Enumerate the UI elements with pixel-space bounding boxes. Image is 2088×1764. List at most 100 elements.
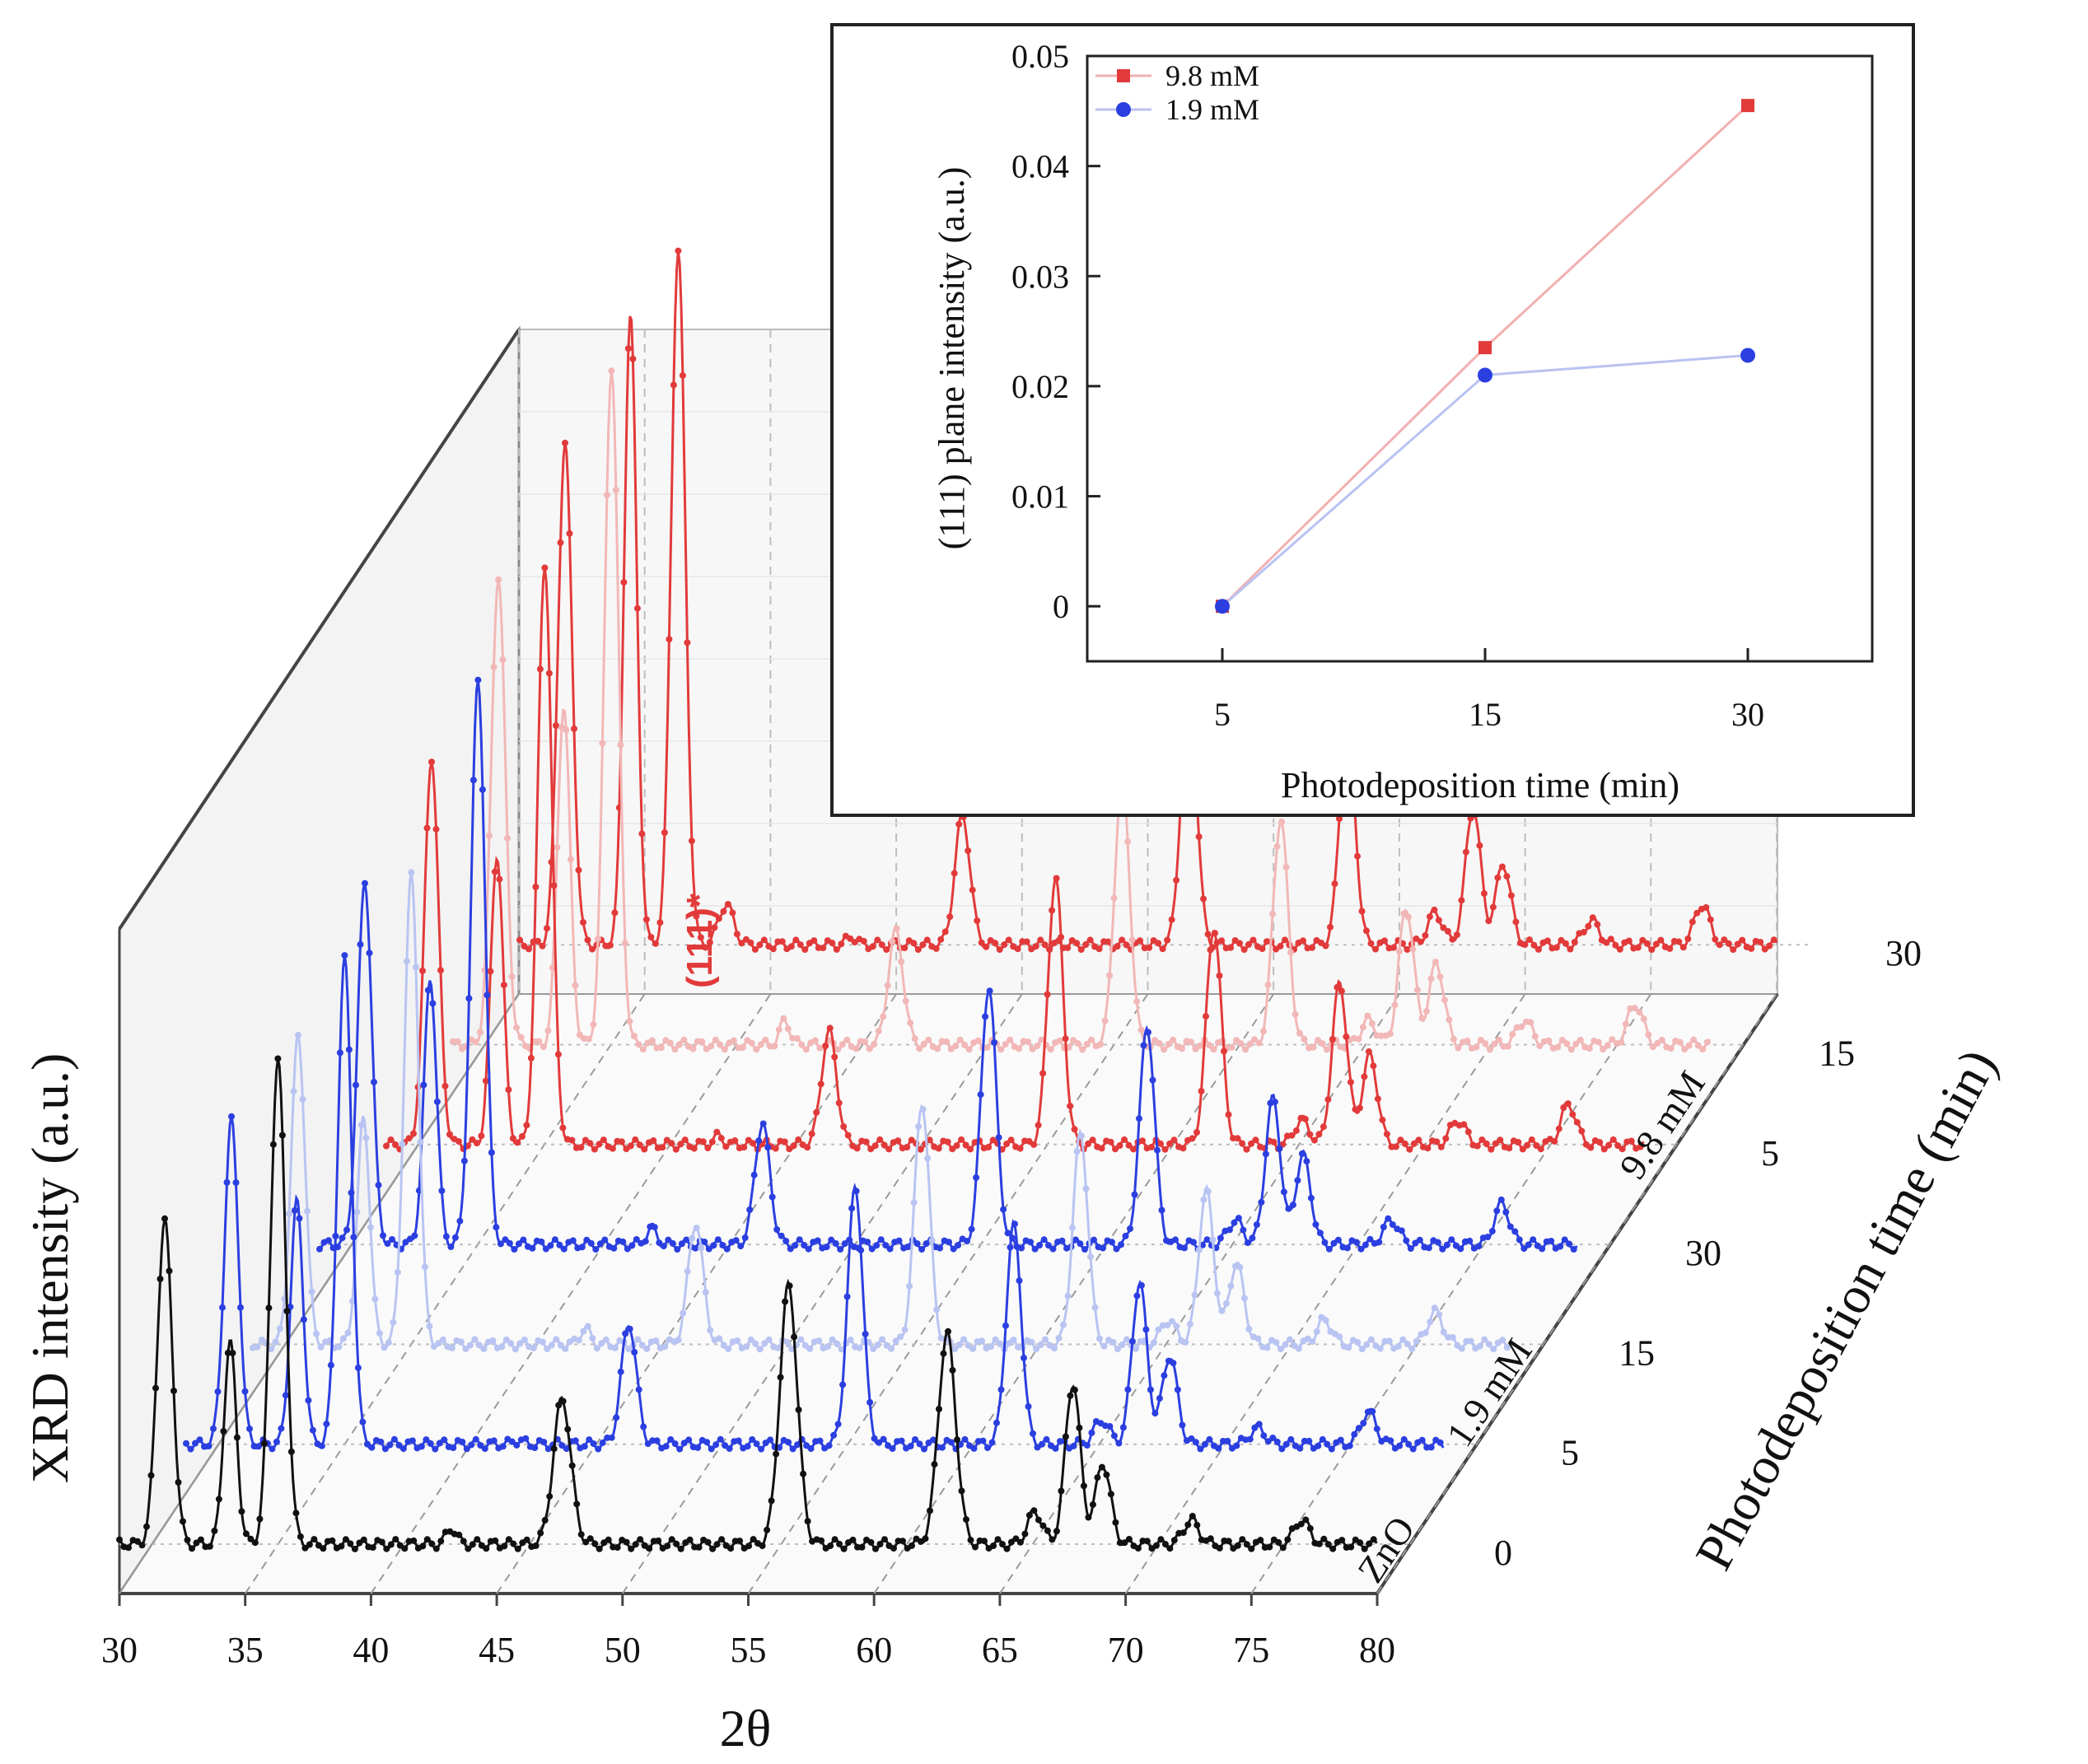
spectrum-point [1494,874,1502,881]
spectrum-point [211,1527,218,1534]
spectrum-point [639,1046,647,1053]
spectrum-point [883,946,890,953]
spectrum-point [704,1145,712,1151]
spectrum-point [455,1138,462,1145]
spectrum-point [619,1238,627,1245]
spectrum-point [703,1439,711,1446]
spectrum-point [618,1138,625,1146]
spectrum-point [614,1544,621,1551]
x-tick-label: 30 [101,1630,138,1670]
spectrum-point [913,1240,921,1248]
spectrum-point [898,958,905,965]
legend-marker-1-9mM [1116,102,1131,117]
spectrum-point [807,1445,815,1452]
spectrum-point [907,1443,914,1449]
spectrum-point [623,1538,630,1546]
time-label: 5 [1761,1133,1779,1174]
spectrum-point [1179,1529,1187,1537]
spectrum-point [617,1368,624,1375]
spectrum-point [305,1397,312,1404]
spectrum-point [1007,1136,1015,1144]
spectrum-point [424,987,432,994]
spectrum-point [697,934,704,941]
spectrum-point [1607,936,1614,943]
spectrum-point [1091,1304,1099,1311]
spectrum-point [1343,1033,1350,1040]
spectrum-point [278,1425,285,1432]
spectrum-point [1525,936,1533,944]
time-labels: 0 5 15 30 5 15 30 [1494,933,1922,1573]
spectrum-point [626,1018,633,1025]
spectrum-point [1480,889,1488,897]
time-label: 0 [1494,1533,1512,1573]
spectrum-point [726,1445,733,1452]
spectrum-point [455,1531,463,1538]
spectrum-point [782,1298,789,1305]
spectrum-point [1240,1295,1248,1302]
spectrum-point [1051,1345,1058,1352]
spectrum-point [1198,1087,1205,1094]
spectrum-point [1264,1344,1271,1351]
spectrum-point [961,1041,969,1048]
spectrum-point [778,1232,785,1239]
spectrum-point [1497,1136,1504,1144]
spectrum-point [1036,1242,1044,1248]
spectrum-point [919,941,927,949]
spectrum-point [1242,1046,1249,1053]
x-tick-label: 80 [1359,1630,1395,1670]
time-label: 30 [1885,933,1922,973]
spectrum-point [1525,1241,1532,1248]
spectrum-point [1273,1439,1281,1445]
spectrum-point [1322,1317,1329,1324]
spectrum-point [311,1536,318,1543]
spectrum-point [1110,894,1118,902]
spectrum-point [493,1224,500,1231]
spectrum-point [590,1021,597,1029]
spectrum-point [964,1238,971,1244]
spectrum-point [547,1242,554,1249]
spectrum-point [624,345,632,352]
spectrum-point [1073,1148,1081,1155]
spectrum-point [545,670,553,677]
spectrum-point [606,941,614,949]
spectrum-point [804,1518,811,1525]
spectrum-point [1045,1242,1052,1249]
spectrum-point [884,982,891,989]
spectrum-point [1207,1535,1214,1542]
spectrum-point [839,1381,847,1388]
spectrum-point [278,1132,286,1139]
spectrum-point [513,1024,520,1031]
spectrum-point [727,1545,735,1552]
spectrum-point [125,1544,132,1552]
spectrum-point [1123,1336,1130,1343]
spectrum-point [339,1335,347,1342]
spectrum-point [677,1545,684,1552]
spectrum-point [530,1344,537,1351]
frame-top-edge [118,328,521,931]
spectrum-point [603,492,610,499]
spectrum-point [497,1240,504,1248]
spectrum-point [1449,1334,1456,1341]
spectrum-point [898,1437,905,1444]
spectrum-point [739,1044,746,1052]
spectrum-point [1443,1241,1450,1248]
spectrum-point [555,1402,563,1409]
spectrum-point [1604,1042,1611,1049]
spectrum-point [1151,1410,1159,1417]
spectrum-point [540,1043,547,1051]
x-tick-label: 75 [1233,1630,1269,1670]
spectrum-point [640,1423,647,1430]
spectrum-point [1507,892,1515,899]
spectrum-point [716,1335,723,1342]
spectrum-point [917,1146,924,1153]
spectrum-point [1334,1236,1342,1244]
spectrum-point [965,847,972,855]
spectrum-point [566,530,573,537]
spectrum-point [735,1437,742,1444]
spectrum-point [1282,863,1290,870]
spectrum-point [368,1444,376,1451]
spectrum-point [610,1244,618,1252]
spectrum-point [1227,944,1235,951]
spectrum-point [910,940,918,947]
spectrum-point [895,1237,903,1244]
